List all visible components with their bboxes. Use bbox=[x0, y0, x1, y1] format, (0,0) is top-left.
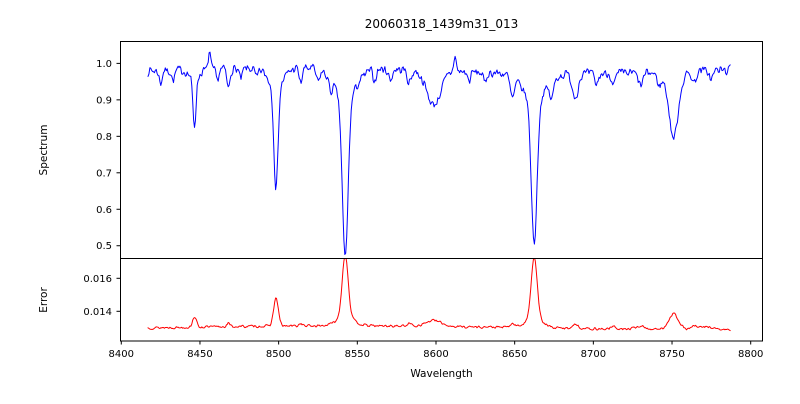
spectrum-y-tick-label: 0.8 bbox=[96, 132, 112, 143]
error-line bbox=[147, 258, 731, 332]
xtick-group: 8400 8450 8500 8550 8600 8650 8700 8750 8800 bbox=[109, 341, 763, 360]
spectrum-y-tick-label: 0.5 bbox=[96, 241, 112, 252]
x-tick-label: 8600 bbox=[423, 349, 448, 360]
x-tick-label: 8800 bbox=[738, 349, 763, 360]
spectrum-y-axis-label: Spectrum bbox=[38, 125, 50, 176]
chart-title: 20060318_1439m31_013 bbox=[365, 17, 518, 31]
spectrum-y-tick-label: 0.9 bbox=[96, 95, 112, 106]
spectrum-y-tick-label: 0.7 bbox=[96, 168, 112, 179]
error-panel-border bbox=[120, 258, 763, 342]
x-tick-label: 8650 bbox=[502, 349, 527, 360]
error-y-axis-label: Error bbox=[38, 287, 50, 313]
spectrum-ytick-group: 1.0 0.9 0.8 0.7 0.6 0.5 bbox=[96, 59, 121, 252]
x-tick-label: 8500 bbox=[266, 349, 291, 360]
error-y-tick-label: 0.016 bbox=[83, 274, 112, 285]
x-axis-label: Wavelength bbox=[410, 368, 472, 380]
x-tick-label: 8550 bbox=[345, 349, 370, 360]
spectrum-y-tick-label: 0.6 bbox=[96, 205, 112, 216]
x-tick-label: 8450 bbox=[187, 349, 212, 360]
error-y-tick-label: 0.014 bbox=[83, 307, 112, 318]
spectrum-line bbox=[147, 51, 731, 255]
error-ytick-group: 0.016 0.014 bbox=[83, 274, 121, 318]
x-tick-label: 8750 bbox=[659, 349, 684, 360]
spectrum-y-tick-label: 1.0 bbox=[96, 59, 112, 70]
x-tick-label: 8400 bbox=[109, 349, 134, 360]
x-tick-label: 8700 bbox=[581, 349, 606, 360]
